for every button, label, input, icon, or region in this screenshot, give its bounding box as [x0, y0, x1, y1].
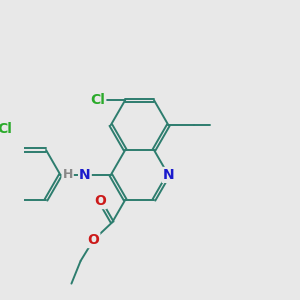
Text: O: O	[94, 194, 106, 208]
Text: O: O	[88, 233, 99, 247]
Text: Cl: Cl	[90, 93, 105, 107]
Text: H: H	[62, 168, 73, 182]
Text: N: N	[79, 168, 91, 182]
Text: Cl: Cl	[0, 122, 13, 136]
Text: N: N	[163, 168, 174, 182]
